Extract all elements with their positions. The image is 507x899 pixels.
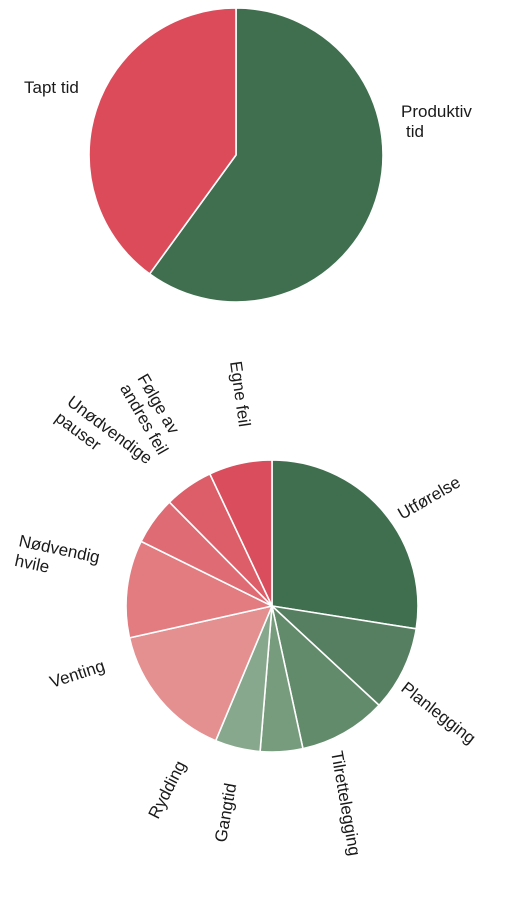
pie-slice-planlegging <box>269 604 418 707</box>
pie-slice-utforelse <box>271 459 419 630</box>
slice-label-utforelse: Utførelse <box>395 473 464 524</box>
pie-slice-produktiv-tid <box>148 7 384 303</box>
slice-label-egne-feil: Egne feil <box>226 360 254 428</box>
slice-label-planlegging: Planlegging <box>398 678 480 748</box>
pie-slice-nodvendig-hvile <box>125 540 275 639</box>
slice-label-produktiv-tid: Produktiv tid <box>401 102 472 141</box>
pie-slice-venting <box>128 604 274 742</box>
pie-slice-egne-feil <box>208 459 273 607</box>
slice-label-nodvendig-hvile: Nødvendighvile <box>13 531 102 586</box>
slice-label-rydding: Rydding <box>145 758 190 822</box>
slice-label-tilrettelegging: Tilrettelegging <box>327 749 364 857</box>
pie-slice-tilrettelegging <box>270 603 381 750</box>
slice-label-venting: Venting <box>47 656 107 692</box>
pie-chart-time-overview: Produktiv tid Tapt tid <box>24 7 472 303</box>
slice-label-tapt-tid: Tapt tid <box>24 78 79 97</box>
slice-label-gangtid: Gangtid <box>211 782 240 844</box>
pie-chart-time-breakdown: Utførelse Planlegging Tilrettelegging Gangt… <box>13 360 479 857</box>
pie-slice-tapt-tid <box>88 7 237 276</box>
